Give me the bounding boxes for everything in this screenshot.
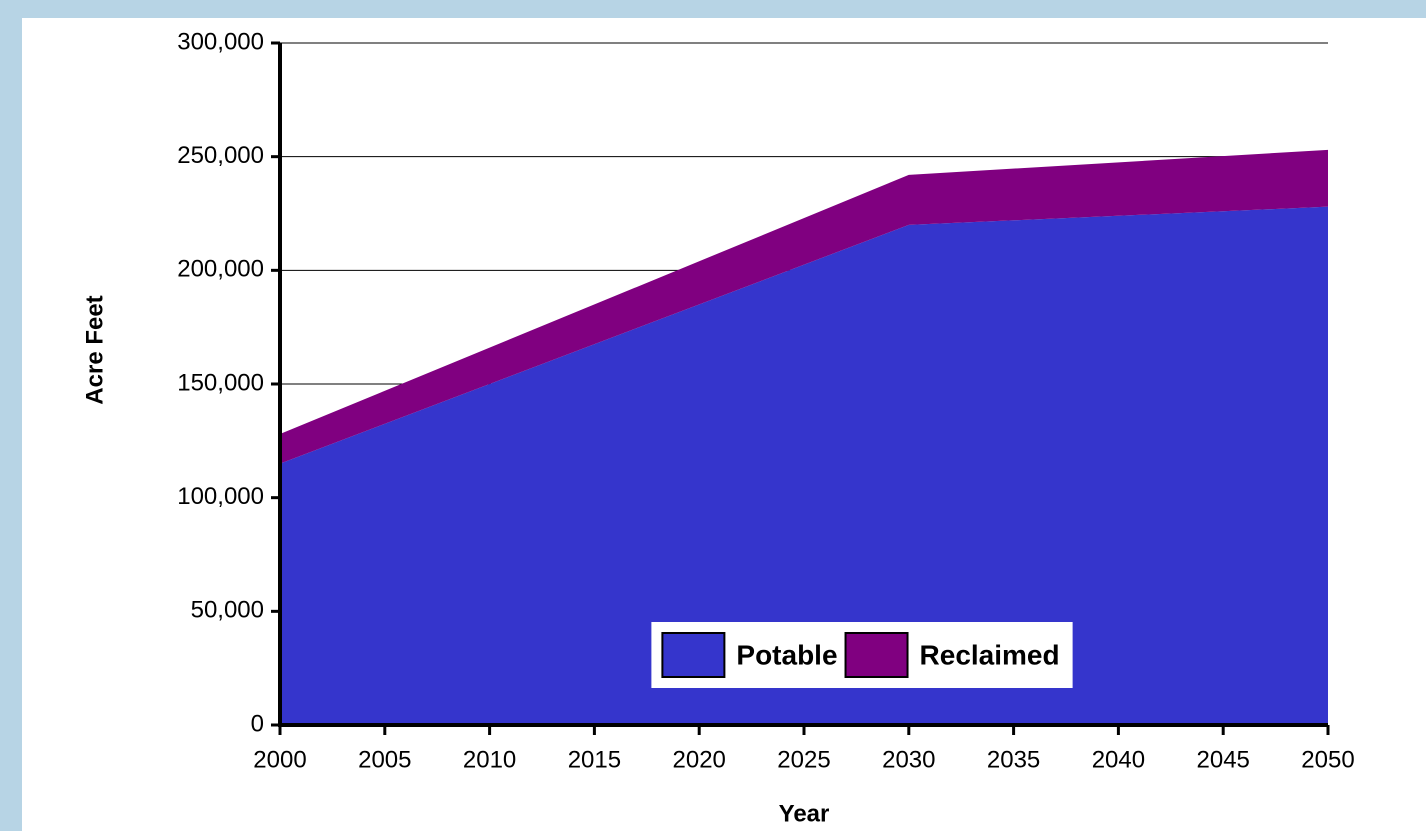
y-tick-label: 150,000: [177, 369, 264, 396]
legend-label: Potable: [736, 639, 837, 670]
y-tick-label: 300,000: [177, 28, 264, 55]
legend-swatch: [661, 632, 726, 678]
y-tick-label: 0: [251, 710, 264, 737]
x-tick-label: 2030: [882, 746, 935, 773]
y-tick-label: 200,000: [177, 256, 264, 283]
x-tick-label: 2000: [253, 746, 306, 773]
plot-area: [280, 42, 1328, 726]
area: [280, 206, 1328, 725]
area: [280, 149, 1328, 464]
x-tick-label: 2010: [463, 746, 516, 773]
legend-swatch: [844, 632, 909, 678]
x-tick-label: 2045: [1197, 746, 1250, 773]
y-tick-label: 100,000: [177, 483, 264, 510]
x-tick-label: 2005: [358, 746, 411, 773]
legend-label: Reclaimed: [920, 639, 1060, 670]
x-tick-label: 2025: [777, 746, 830, 773]
x-tick-label: 2050: [1301, 746, 1354, 773]
y-axis-title: Acre Feet: [81, 295, 108, 404]
y-tick-label: 250,000: [177, 142, 264, 169]
x-axis-title: Year: [779, 800, 830, 827]
legend: Potable Reclaimed: [651, 622, 1073, 688]
x-tick-label: 2020: [673, 746, 726, 773]
x-tick-label: 2040: [1092, 746, 1145, 773]
x-tick-label: 2015: [568, 746, 621, 773]
x-tick-label: 2035: [987, 746, 1040, 773]
y-tick-label: 50,000: [191, 597, 264, 624]
